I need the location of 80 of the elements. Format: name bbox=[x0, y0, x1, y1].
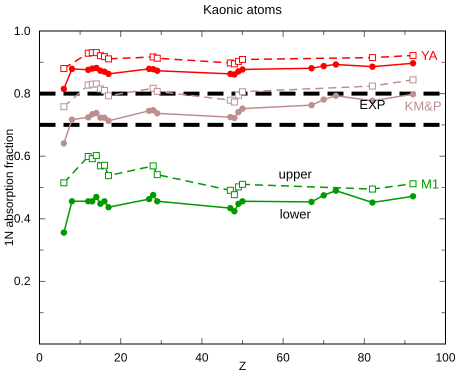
point bbox=[368, 54, 376, 62]
point bbox=[368, 82, 376, 90]
x-tick-label: 80 bbox=[358, 350, 372, 365]
point bbox=[230, 98, 238, 106]
point bbox=[150, 192, 156, 198]
point bbox=[154, 171, 161, 178]
point bbox=[239, 180, 246, 188]
point bbox=[68, 198, 76, 204]
point bbox=[92, 152, 100, 160]
point bbox=[308, 198, 315, 206]
point bbox=[105, 92, 112, 100]
point bbox=[410, 180, 417, 188]
point bbox=[60, 140, 68, 147]
point bbox=[320, 192, 327, 199]
point bbox=[410, 52, 417, 59]
point bbox=[100, 162, 108, 169]
x-tick-label: 60 bbox=[276, 350, 290, 365]
y-tick-label: 0.2 bbox=[14, 274, 31, 288]
point bbox=[101, 114, 108, 121]
point bbox=[227, 204, 234, 212]
point bbox=[93, 194, 100, 200]
point bbox=[308, 65, 315, 72]
point bbox=[154, 54, 161, 62]
point bbox=[105, 55, 112, 62]
annotation: EXP bbox=[359, 97, 386, 112]
point bbox=[239, 88, 246, 96]
point bbox=[410, 60, 416, 66]
y-tick-label: 0.8 bbox=[14, 86, 31, 100]
point bbox=[239, 198, 246, 204]
x-axis-title: Z bbox=[238, 359, 246, 373]
point bbox=[320, 96, 327, 103]
point bbox=[93, 110, 100, 116]
point bbox=[60, 65, 68, 72]
point bbox=[369, 63, 376, 70]
point bbox=[60, 179, 68, 186]
point bbox=[332, 92, 340, 99]
point bbox=[308, 102, 315, 108]
point bbox=[60, 229, 68, 236]
annotation: upper bbox=[278, 166, 313, 182]
point bbox=[146, 196, 152, 202]
x-tick-label: 40 bbox=[195, 350, 209, 365]
point bbox=[60, 86, 68, 92]
point bbox=[410, 76, 417, 84]
point bbox=[239, 56, 246, 63]
point bbox=[410, 193, 416, 200]
point bbox=[410, 91, 416, 98]
point bbox=[105, 204, 112, 210]
point bbox=[231, 114, 238, 122]
point bbox=[105, 70, 112, 78]
point bbox=[150, 162, 157, 170]
y-tick-label: 0.6 bbox=[14, 149, 31, 164]
chart-title: Kaonic atoms bbox=[203, 2, 282, 17]
x-tick-label: 0 bbox=[36, 350, 44, 365]
point bbox=[320, 62, 327, 70]
y-tick-label: 0.4 bbox=[14, 212, 31, 226]
point bbox=[154, 198, 160, 204]
annotation: lower bbox=[280, 206, 312, 222]
point bbox=[230, 191, 238, 198]
point bbox=[101, 198, 108, 204]
point bbox=[105, 172, 112, 180]
x-tick-label: 20 bbox=[114, 350, 128, 365]
series-label: YA bbox=[421, 48, 438, 63]
point bbox=[154, 110, 160, 117]
x-tick-label: 100 bbox=[435, 350, 456, 365]
point bbox=[231, 208, 238, 214]
point bbox=[369, 199, 376, 206]
series-label: KM&P bbox=[404, 98, 442, 114]
point bbox=[60, 103, 68, 110]
point bbox=[154, 88, 161, 95]
y-tick-label: 1.0 bbox=[14, 24, 31, 38]
point bbox=[332, 61, 340, 68]
series-label: M1 bbox=[421, 176, 440, 192]
point bbox=[239, 105, 246, 112]
point bbox=[68, 116, 76, 123]
point bbox=[368, 186, 376, 193]
point bbox=[100, 86, 108, 94]
point bbox=[68, 66, 76, 72]
point bbox=[239, 66, 246, 73]
point bbox=[154, 68, 160, 74]
point bbox=[105, 118, 112, 124]
